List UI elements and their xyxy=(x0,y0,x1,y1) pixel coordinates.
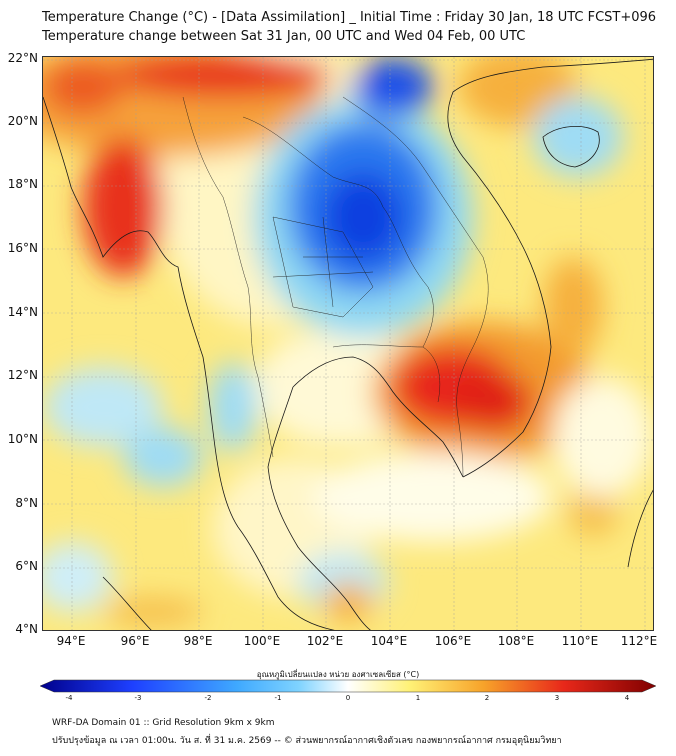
malay-peninsula-west-coast xyxy=(237,526,335,630)
colorbar-tick: -4 xyxy=(65,694,73,702)
colorbar-tick: -1 xyxy=(274,694,282,702)
vietnam-coast xyxy=(447,58,653,478)
lat-label-8n: 8°N xyxy=(15,496,38,510)
field-light-blue-area xyxy=(208,362,258,452)
field-light-blue-area xyxy=(43,542,113,612)
lon-label-104e: 104°E xyxy=(370,634,408,648)
border-laos-vietnam xyxy=(342,96,489,348)
field-white-area xyxy=(313,452,553,542)
malay-peninsula-east-coast xyxy=(267,386,371,630)
lat-label-22n: 22°N xyxy=(7,51,38,65)
lon-label-108e: 108°E xyxy=(497,634,535,648)
border-thailand-cambodia xyxy=(332,344,441,403)
lon-label-110e: 110°E xyxy=(561,634,599,648)
footer-update-info: ปรับปรุงข้อมูล ณ เวลา 01:00น. วัน ส. ที่… xyxy=(52,736,562,746)
field-red-area xyxy=(83,137,163,277)
lat-label-10n: 10°N xyxy=(7,432,38,446)
myanmar-coast xyxy=(43,96,239,528)
field-blue-area xyxy=(353,57,433,117)
borneo-coast xyxy=(627,489,653,568)
field-light-blue-area xyxy=(533,97,623,177)
colorbar-bar xyxy=(40,679,656,693)
gulf-of-thailand-coast xyxy=(292,356,464,478)
field-orange-area xyxy=(568,487,618,537)
lat-label-14n: 14°N xyxy=(7,305,38,319)
field-light-blue-area xyxy=(43,367,163,447)
lon-label-106e: 106°E xyxy=(434,634,472,648)
map-panel xyxy=(42,56,654,631)
colorbar-tick: -2 xyxy=(204,694,212,702)
lon-label-96e: 96°E xyxy=(120,634,150,648)
temperature-change-map xyxy=(43,57,653,630)
footer-model-info: WRF-DA Domain 01 :: Grid Resolution 9km … xyxy=(52,718,275,728)
colorbar-tick: 0 xyxy=(345,694,351,702)
field-red-area xyxy=(43,59,123,115)
colorbar-title: อุณหภูมิเปลี่ยนแปลง หน่วย องศาเซลเซียส (… xyxy=(256,670,420,679)
field-deep-blue-area xyxy=(323,172,403,262)
chart-title: Temperature Change (°C) - [Data Assimila… xyxy=(42,10,657,25)
lon-label-94e: 94°E xyxy=(56,634,86,648)
coastlines xyxy=(43,58,653,630)
colorbar-tick: 3 xyxy=(554,694,560,702)
border-myanmar-thailand xyxy=(182,96,274,458)
lon-label-98e: 98°E xyxy=(183,634,213,648)
lat-label-20n: 20°N xyxy=(7,114,38,128)
field-red-area xyxy=(453,372,533,432)
field-red-area xyxy=(113,57,333,97)
lon-label-100e: 100°E xyxy=(243,634,281,648)
field-orange-area xyxy=(543,257,603,357)
hainan-island xyxy=(542,126,600,168)
field-white-area xyxy=(553,377,653,497)
colorbar-tick: -3 xyxy=(134,694,142,702)
provincial-lines xyxy=(272,216,374,318)
country-borders xyxy=(182,96,489,478)
lon-label-102e: 102°E xyxy=(306,634,344,648)
colorbar-tick: 4 xyxy=(624,694,630,702)
lat-label-16n: 16°N xyxy=(7,241,38,255)
lat-label-12n: 12°N xyxy=(7,368,38,382)
field-light-blue-area xyxy=(123,427,203,487)
border-thailand-laos xyxy=(242,116,434,348)
border-cambodia-vietnam xyxy=(456,346,474,478)
field-orange-area xyxy=(103,597,203,627)
chart-subtitle: Temperature change between Sat 31 Jan, 0… xyxy=(42,29,526,44)
colorbar-tick: 2 xyxy=(484,694,490,702)
colorbar-tick: 1 xyxy=(415,694,421,702)
lat-label-6n: 6°N xyxy=(15,559,38,573)
sumatra-coast xyxy=(102,576,152,630)
lon-label-112e: 112°E xyxy=(620,634,658,648)
lat-label-18n: 18°N xyxy=(7,177,38,191)
lat-label-4n: 4°N xyxy=(15,622,38,636)
graticule xyxy=(43,57,653,630)
colorbar xyxy=(40,679,656,693)
